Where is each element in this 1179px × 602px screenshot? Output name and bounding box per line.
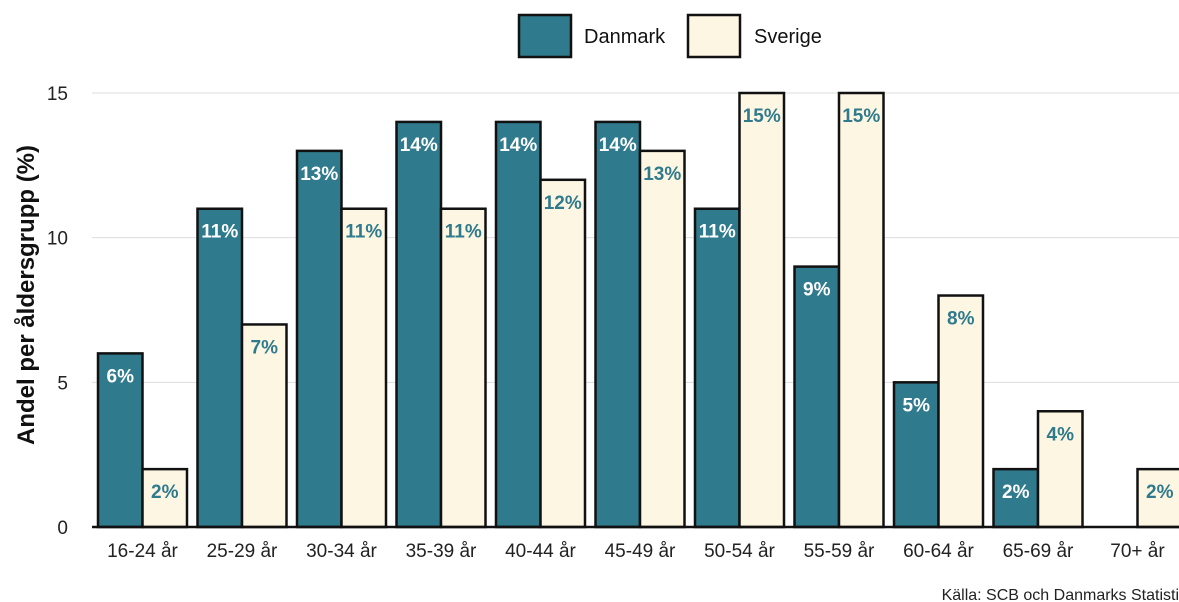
- bar-sverige: [1036, 410, 1084, 529]
- y-tick-label: 5: [57, 373, 68, 394]
- data-label-danmark: 9%: [803, 280, 831, 301]
- x-tick-label: 40-44 år: [505, 541, 576, 562]
- x-tick-label: 25-29 år: [207, 541, 278, 562]
- data-label-sverige: 4%: [1047, 424, 1075, 445]
- data-label-danmark: 13%: [300, 164, 338, 185]
- x-tick-label: 45-49 år: [605, 541, 676, 562]
- bar-sverige: [1136, 467, 1179, 529]
- bars: [96, 91, 1179, 529]
- data-label-sverige: 2%: [1146, 482, 1174, 503]
- bar-sverige: [340, 207, 388, 529]
- x-tick-label: 50-54 år: [704, 541, 775, 562]
- bar-danmark: [295, 149, 343, 529]
- data-label-danmark: 14%: [400, 135, 438, 156]
- data-label-danmark: 11%: [699, 222, 736, 243]
- data-label-sverige: 12%: [544, 193, 582, 214]
- legend: Danmark Sverige: [517, 13, 822, 59]
- data-label-danmark: 14%: [599, 135, 637, 156]
- x-tick-label: 65-69 år: [1003, 541, 1074, 562]
- data-label-sverige: 13%: [643, 164, 681, 185]
- data-label-sverige: 11%: [445, 222, 482, 243]
- x-axis-ticks: 16-24 år 25-29 år 30-34 år 35-39 år 40-44 år…: [107, 541, 1165, 562]
- data-label-sverige: 15%: [842, 106, 880, 127]
- legend-label-sverige: Sverige: [754, 26, 822, 48]
- x-tick-label: 70+ år: [1110, 541, 1165, 562]
- bar-danmark: [793, 265, 841, 529]
- data-label-danmark: 2%: [1002, 482, 1030, 503]
- source-note: Källa: SCB och Danmarks Statisti: [942, 587, 1179, 602]
- data-label-danmark: 5%: [903, 395, 931, 416]
- bar-sverige: [439, 207, 487, 529]
- x-tick-label: 35-39 år: [406, 541, 477, 562]
- data-label-sverige: 11%: [345, 222, 382, 243]
- bar-sverige: [937, 294, 985, 529]
- bar-sverige: [738, 91, 786, 529]
- bar-sverige: [539, 178, 587, 529]
- data-labels: 6% 2% 11% 7% 13% 11% 14% 11% 14% 12% 14% 13% 11% 15% 9…: [107, 106, 1174, 503]
- data-label-danmark: 14%: [499, 135, 537, 156]
- y-tick-label: 0: [57, 518, 68, 539]
- bar-danmark: [196, 207, 244, 529]
- bar-danmark: [594, 120, 642, 529]
- bar-danmark: [693, 207, 741, 529]
- bar-sverige: [638, 149, 686, 529]
- bar-danmark: [494, 120, 542, 529]
- bar-sverige: [837, 91, 885, 529]
- x-tick-label: 16-24 år: [107, 541, 178, 562]
- data-label-danmark: 11%: [201, 222, 238, 243]
- data-label-sverige: 2%: [151, 482, 179, 503]
- x-tick-label: 60-64 år: [903, 541, 974, 562]
- bar-danmark: [96, 352, 144, 529]
- bar-danmark: [395, 120, 443, 529]
- y-axis-ticks: 0 5 10 15: [47, 84, 68, 539]
- data-label-danmark: 6%: [107, 366, 135, 387]
- data-label-sverige: 7%: [251, 337, 279, 358]
- bar-sverige: [240, 323, 288, 529]
- legend-swatch-danmark: [517, 13, 573, 59]
- data-label-sverige: 15%: [743, 106, 781, 127]
- legend-label-danmark: Danmark: [584, 26, 666, 48]
- x-tick-label: 30-34 år: [306, 541, 377, 562]
- x-tick-label: 55-59 år: [804, 541, 875, 562]
- y-axis-label: Andel per åldersgrupp (%): [13, 145, 40, 445]
- y-tick-label: 10: [47, 229, 68, 250]
- data-label-sverige: 8%: [947, 309, 975, 330]
- legend-swatch-sverige: [686, 13, 742, 59]
- y-tick-label: 15: [47, 84, 68, 105]
